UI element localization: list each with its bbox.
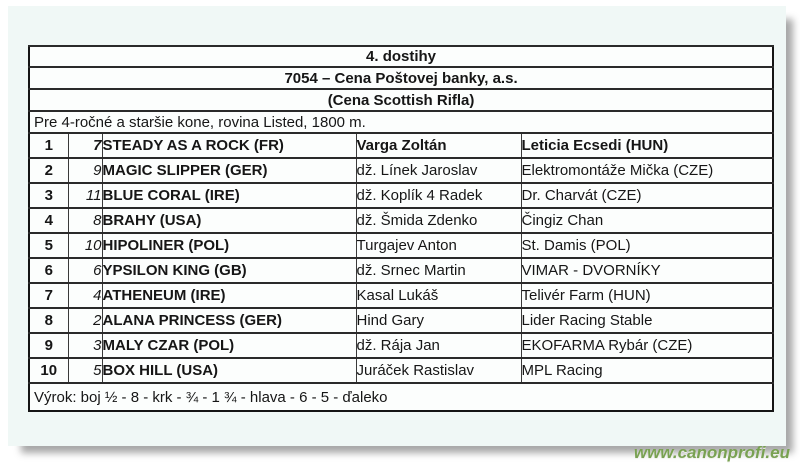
place-cell: 1 <box>29 132 68 158</box>
result-row: 3 11 BLUE CORAL (IRE) dž. Koplík 4 Radek… <box>29 182 774 208</box>
race-conditions-row: Pre 4-ročné a staršie kone, rovina Liste… <box>29 110 774 133</box>
jockey-cell: dž. Šmida Zdenko <box>355 207 521 233</box>
place-cell: 4 <box>29 207 68 233</box>
owner-cell: Lider Racing Stable <box>520 307 774 333</box>
result-row: 1 7 STEADY AS A ROCK (FR) Varga Zoltán L… <box>29 132 774 158</box>
place-cell: 2 <box>29 157 68 183</box>
race-number-row: 4. dostihy <box>29 45 774 67</box>
jockey-cell: dž. Srnec Martin <box>355 257 521 283</box>
horse-cell: YPSILON KING (GB) <box>101 257 356 283</box>
place-cell: 3 <box>29 182 68 208</box>
result-row: 6 6 YPSILON KING (GB) dž. Srnec Martin V… <box>29 257 774 283</box>
race-conditions: Pre 4-ročné a staršie kone, rovina Liste… <box>29 110 774 133</box>
number-cell: 9 <box>67 157 102 183</box>
result-row: 9 3 MALY CZAR (POL) dž. Rája Jan EKOFARM… <box>29 332 774 358</box>
owner-cell: Telivér Farm (HUN) <box>520 282 774 308</box>
number-cell: 2 <box>67 307 102 333</box>
document-page: 4. dostihy 7054 – Cena Poštovej banky, a… <box>8 6 786 446</box>
race-alt-name-row: (Cena Scottish Rifla) <box>29 88 774 111</box>
owner-cell: MPL Racing <box>520 357 774 383</box>
jockey-cell: Turgajev Anton <box>355 232 521 258</box>
owner-cell: St. Damis (POL) <box>520 232 774 258</box>
owner-cell: VIMAR - DVORNÍKY <box>520 257 774 283</box>
horse-cell: MAGIC SLIPPER (GER) <box>101 157 356 183</box>
place-cell: 8 <box>29 307 68 333</box>
jockey-cell: dž. Koplík 4 Radek <box>355 182 521 208</box>
jockey-cell: dž. Rája Jan <box>355 332 521 358</box>
number-cell: 6 <box>67 257 102 283</box>
horse-cell: ATHENEUM (IRE) <box>101 282 356 308</box>
horse-cell: BOX HILL (USA) <box>101 357 356 383</box>
owner-cell: Čingiz Chan <box>520 207 774 233</box>
jockey-cell: Juráček Rastislav <box>355 357 521 383</box>
jockey-cell: dž. Línek Jaroslav <box>355 157 521 183</box>
owner-cell: Elektromontáže Mička (CZE) <box>520 157 774 183</box>
verdict-row: Výrok: boj ½ - 8 - krk - ¾ - 1 ¾ - hlava… <box>29 382 774 411</box>
race-name-row: 7054 – Cena Poštovej banky, a.s. <box>29 66 774 89</box>
horse-cell: ALANA PRINCESS (GER) <box>101 307 356 333</box>
number-cell: 7 <box>67 132 102 158</box>
horse-cell: BLUE CORAL (IRE) <box>101 182 356 208</box>
race-name: 7054 – Cena Poštovej banky, a.s. <box>29 66 774 89</box>
result-row: 7 4 ATHENEUM (IRE) Kasal Lukáš Telivér F… <box>29 282 774 308</box>
race-results-table: 4. dostihy 7054 – Cena Poštovej banky, a… <box>28 45 775 412</box>
jockey-cell: Kasal Lukáš <box>355 282 521 308</box>
jockey-cell: Hind Gary <box>355 307 521 333</box>
verdict-text: Výrok: boj ½ - 8 - krk - ¾ - 1 ¾ - hlava… <box>29 382 774 411</box>
number-cell: 10 <box>67 232 102 258</box>
owner-cell: Dr. Charvát (CZE) <box>520 182 774 208</box>
place-cell: 9 <box>29 332 68 358</box>
watermark-text: www.canonprofi.eu <box>633 443 790 462</box>
result-row: 4 8 BRAHY (USA) dž. Šmida Zdenko Čingiz … <box>29 207 774 233</box>
result-row: 5 10 HIPOLINER (POL) Turgajev Anton St. … <box>29 232 774 258</box>
result-row: 10 5 BOX HILL (USA) Juráček Rastislav MP… <box>29 357 774 383</box>
number-cell: 5 <box>67 357 102 383</box>
horse-cell: STEADY AS A ROCK (FR) <box>101 132 356 158</box>
place-cell: 7 <box>29 282 68 308</box>
result-row: 8 2 ALANA PRINCESS (GER) Hind Gary Lider… <box>29 307 774 333</box>
number-cell: 3 <box>67 332 102 358</box>
jockey-cell: Varga Zoltán <box>355 132 521 158</box>
result-row: 2 9 MAGIC SLIPPER (GER) dž. Línek Jarosl… <box>29 157 774 183</box>
place-cell: 6 <box>29 257 68 283</box>
owner-cell: Leticia Ecsedi (HUN) <box>520 132 774 158</box>
horse-cell: HIPOLINER (POL) <box>101 232 356 258</box>
number-cell: 8 <box>67 207 102 233</box>
horse-cell: BRAHY (USA) <box>101 207 356 233</box>
owner-cell: EKOFARMA Rybár (CZE) <box>520 332 774 358</box>
race-alt-name: (Cena Scottish Rifla) <box>29 88 774 111</box>
place-cell: 10 <box>29 357 68 383</box>
number-cell: 11 <box>67 182 102 208</box>
place-cell: 5 <box>29 232 68 258</box>
horse-cell: MALY CZAR (POL) <box>101 332 356 358</box>
number-cell: 4 <box>67 282 102 308</box>
race-number: 4. dostihy <box>29 45 774 67</box>
